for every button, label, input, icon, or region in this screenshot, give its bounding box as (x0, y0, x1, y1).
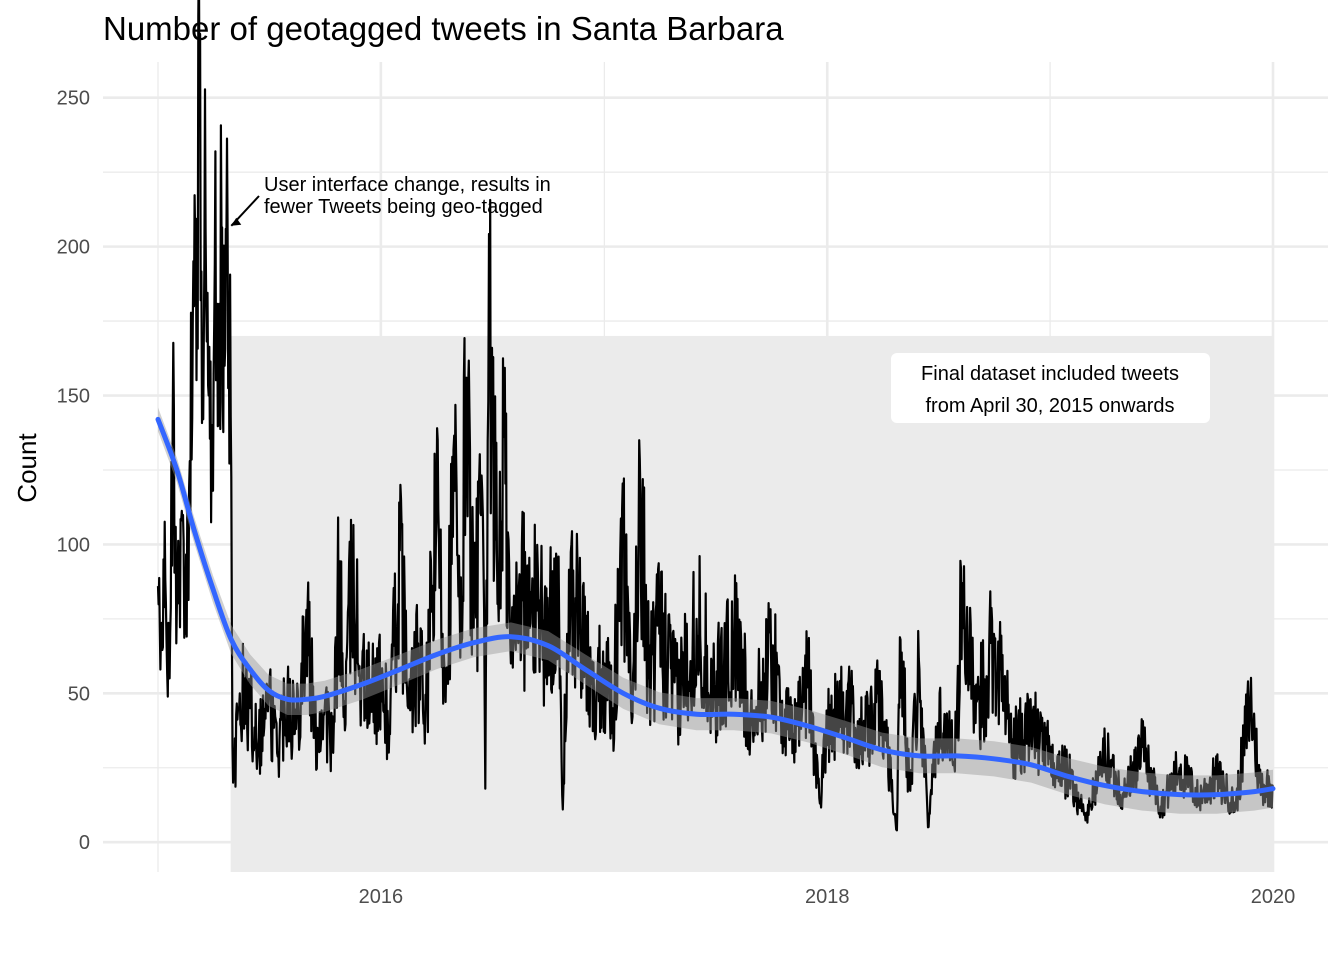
x-tick-label: 2020 (1251, 886, 1296, 908)
ui-change-arrow-head (231, 217, 242, 226)
final-dataset-label: Final dataset included tweets from April … (891, 353, 1210, 423)
ui-change-annotation-line: User interface change, results in (264, 174, 551, 196)
y-tick-label: 200 (57, 237, 90, 259)
final-dataset-label-box (891, 353, 1210, 423)
smooth-trend-line (155, 416, 1276, 798)
ui-change-annotation-line: fewer Tweets being geo-tagged (264, 196, 543, 218)
raw-series-layer (156, 0, 1275, 832)
y-axis-label: Count (12, 433, 42, 503)
y-tick-label: 50 (68, 683, 90, 705)
x-tick-label: 2018 (805, 886, 850, 908)
final-dataset-label-line: from April 30, 2015 onwards (925, 395, 1174, 417)
smooth-series-layer (155, 407, 1276, 814)
axis-labels-layer: 0 50 100 150 200 250 2016 2018 2020 (57, 88, 1296, 908)
y-tick-label: 100 (57, 534, 90, 556)
y-tick-label: 150 (57, 386, 90, 408)
raw-daily-line (156, 0, 1275, 832)
x-tick-label: 2016 (359, 886, 404, 908)
y-tick-label: 250 (57, 88, 90, 110)
final-dataset-label-line: Final dataset included tweets (921, 363, 1179, 385)
y-tick-label: 0 (79, 832, 90, 854)
chart-title: Number of geotagged tweets in Santa Barb… (103, 10, 784, 47)
